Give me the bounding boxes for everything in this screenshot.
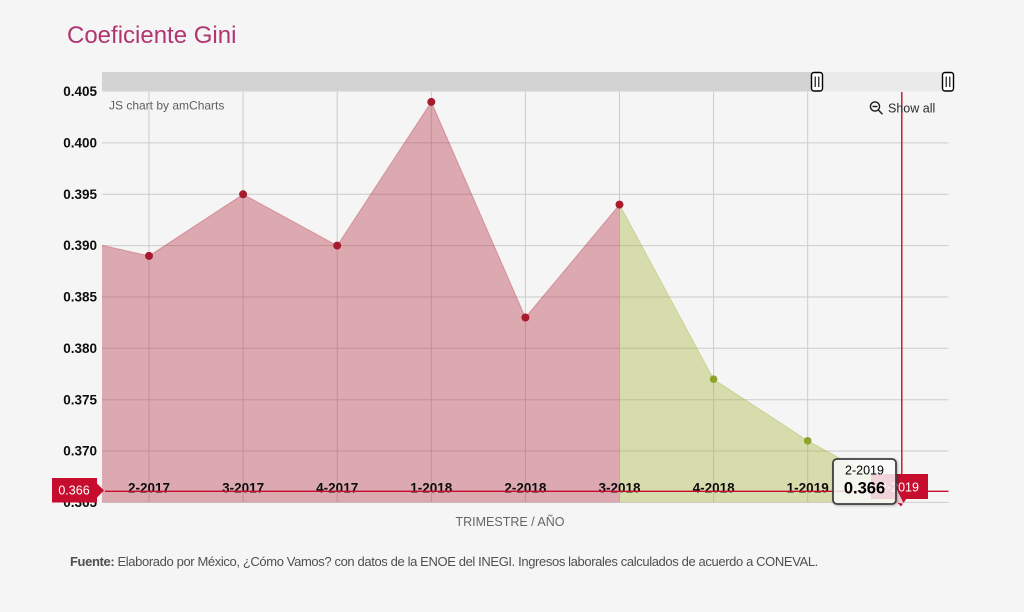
svg-text:0.366: 0.366 <box>844 480 885 498</box>
svg-text:4-2018: 4-2018 <box>693 480 736 495</box>
svg-text:Show all: Show all <box>888 102 935 116</box>
svg-text:0.385: 0.385 <box>63 290 97 305</box>
svg-text:1-2019: 1-2019 <box>787 480 829 495</box>
svg-text:3-2017: 3-2017 <box>222 480 264 495</box>
svg-text:0.390: 0.390 <box>63 238 97 253</box>
svg-text:0.375: 0.375 <box>63 392 97 407</box>
svg-text:0.405: 0.405 <box>63 84 97 99</box>
svg-text:0.395: 0.395 <box>63 187 97 202</box>
svg-text:2-2017: 2-2017 <box>128 480 170 495</box>
svg-text:0.400: 0.400 <box>63 136 97 151</box>
svg-text:4-2017: 4-2017 <box>316 480 358 495</box>
svg-text:2-2018: 2-2018 <box>504 480 547 495</box>
svg-text:TRIMESTRE / AÑO: TRIMESTRE / AÑO <box>455 515 564 529</box>
svg-text:Fuente: Elaborado por México,: Fuente: Elaborado por México, ¿Cómo Vamo… <box>70 554 818 569</box>
svg-text:3-2018: 3-2018 <box>598 480 641 495</box>
svg-text:0.380: 0.380 <box>63 341 97 356</box>
svg-text:1-2018: 1-2018 <box>410 480 453 495</box>
svg-text:0.370: 0.370 <box>63 444 97 459</box>
svg-text:Coeficiente Gini: Coeficiente Gini <box>67 22 236 49</box>
svg-text:2-2019: 2-2019 <box>845 464 884 478</box>
svg-text:JS chart by amCharts: JS chart by amCharts <box>109 99 224 113</box>
svg-text:0.366: 0.366 <box>58 484 89 498</box>
